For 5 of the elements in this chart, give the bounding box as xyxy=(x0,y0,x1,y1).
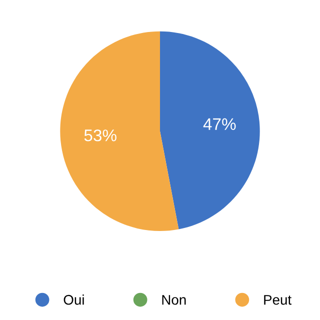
legend-label: Peut xyxy=(264,295,292,305)
data-label: 53% xyxy=(84,130,116,142)
legend-label: Oui xyxy=(64,294,84,305)
data-label: 47% xyxy=(203,118,236,130)
legend-label: Non xyxy=(162,295,186,305)
